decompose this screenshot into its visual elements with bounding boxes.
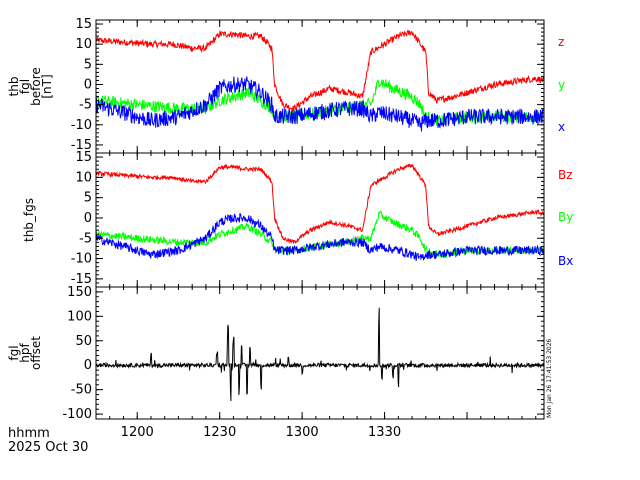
y-tick-label: 5 [84,57,92,72]
x-tick-label: 1330 [368,425,401,440]
y-tick-label: 15 [75,150,92,165]
timestamp-stamp: Mon Jan 26 17:41:53 2026 [546,338,553,418]
legend-bx: Bx [558,254,573,268]
y-tick-label: -15 [71,138,92,153]
footer-hhmm: hhmm [8,426,50,441]
panel-frame [95,286,545,420]
x-tick-label: 1230 [203,425,236,440]
y-tick-label: 0 [84,211,92,226]
panel-2: 15 10 5 0 -5 -10 -15 thb_fgs Bz By Bx [22,150,573,288]
y-tick-label: -10 [71,118,92,133]
panel-frame [95,19,545,154]
panel-frame [95,152,545,288]
y-tick-label: 10 [75,170,92,185]
x-tick-label: 1300 [286,425,319,440]
y-tick-label: 0 [84,77,92,92]
y-tick-label: 15 [75,17,92,32]
series-by-line [96,210,544,259]
legend-bz: Bz [558,168,573,182]
y-tick-label: -15 [71,272,92,287]
y-axis-label: offset [29,336,43,370]
legend-z: z [558,35,564,49]
legend-by: By [558,210,573,224]
y-tick-label: 5 [84,191,92,206]
y-axis-label: fgl [7,345,21,360]
y-axis-label: hpf [18,343,32,363]
y-tick-label: -5 [79,98,92,113]
y-axis-label: fgl [18,79,32,94]
y-tick-label: -5 [79,231,92,246]
y-tick-label: 50 [75,334,92,349]
x-tick-label: 1200 [121,425,154,440]
y-tick-label: -10 [71,252,92,267]
series-x-line [96,76,544,132]
y-tick-label: 100 [67,309,92,324]
y-axis-label: thb [7,77,21,97]
y-tick-label: 150 [67,285,92,300]
legend-x: x [558,120,565,134]
y-axis-label: thb_fgs [22,198,36,242]
y-tick-label: -50 [71,383,92,398]
series-z-line [96,29,544,113]
series-bx-line [96,212,544,261]
y-tick-label: 10 [75,37,92,52]
y-tick-label: -100 [62,407,92,422]
legend-y: y [558,78,565,92]
y-axis-label: [nT] [40,74,54,98]
series-bz-line [96,163,544,245]
y-tick-label: 0 [84,358,92,373]
y-axis-label: before [29,67,43,106]
footer-date: 2025 Oct 30 [8,440,88,455]
series-offset-line [96,307,544,402]
